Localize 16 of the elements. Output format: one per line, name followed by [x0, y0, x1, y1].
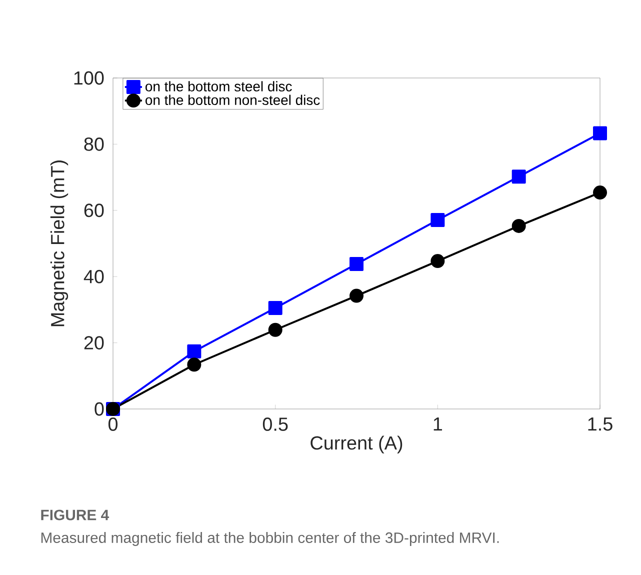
x-tick-label: 1 — [434, 418, 442, 431]
y-tick-label: 100 — [74, 71, 104, 85]
y-tick-label: 40 — [84, 270, 104, 284]
y-tick-label: 60 — [84, 204, 104, 218]
legend-label: on the bottom non-steel disc — [146, 94, 320, 106]
y-axis-title: Magnetic Field (mT) — [50, 160, 68, 326]
x-tick-label: 0 — [108, 418, 118, 431]
caption: FIGURE 4 — [41, 510, 110, 520]
y-tick-label: 20 — [84, 336, 104, 350]
y-tick-label: 0 — [94, 402, 104, 416]
text: Measured magnetic field at the bobbin center of the 3D-printed MRVI. — [41, 532, 499, 546]
x-axis-title: Current (A) — [310, 436, 402, 454]
x-tick-label: 1.5 — [588, 418, 612, 431]
x-tick-label: 0.5 — [262, 418, 288, 431]
y-tick-label: 80 — [84, 137, 104, 151]
legend-label: on the bottom steel disc — [146, 81, 292, 92]
